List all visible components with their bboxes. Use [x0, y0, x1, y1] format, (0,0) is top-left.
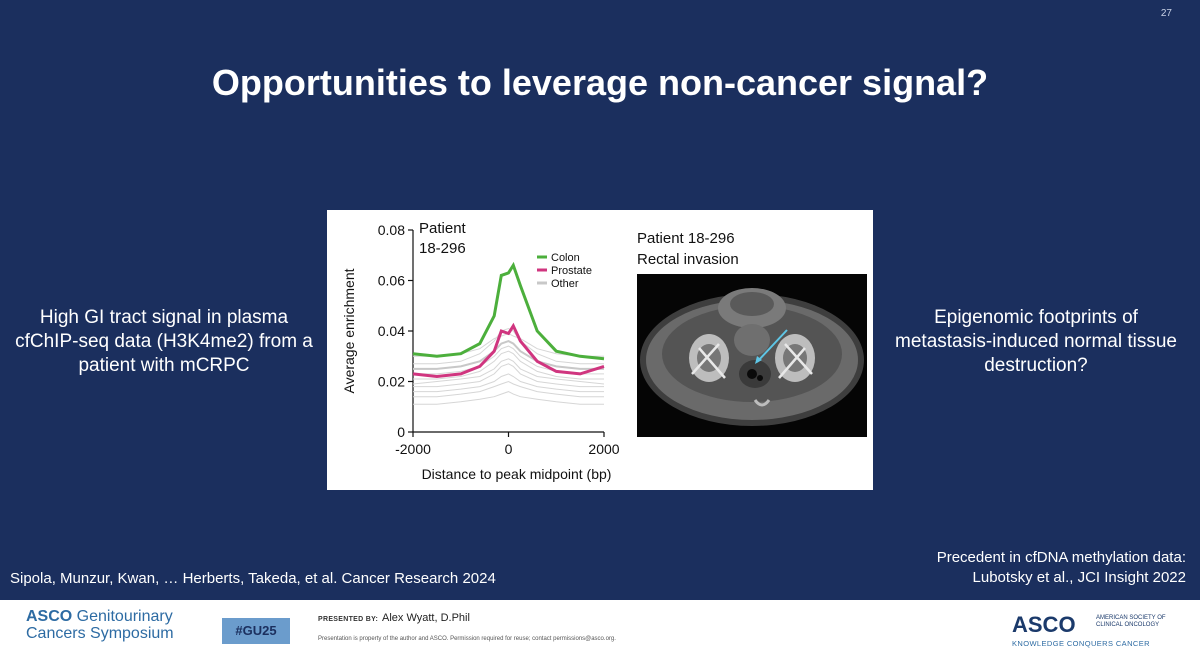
- symposium-logo: ASCO Genitourinary Cancers Symposium: [26, 608, 174, 642]
- other-profile-line: [413, 350, 604, 380]
- legend-label-other: Other: [551, 278, 579, 290]
- citation-left: Sipola, Munzur, Kwan, … Herberts, Takeda…: [10, 570, 496, 587]
- slide: 27 Opportunities to leverage non-cancer …: [10, 8, 1186, 588]
- legend-label-colon: Colon: [551, 252, 580, 264]
- other-profile-line: [413, 327, 604, 365]
- series-line-colon: [412, 261, 605, 361]
- series-line-prostate: [412, 322, 605, 379]
- footer-bar: ASCO Genitourinary Cancers Symposium #GU…: [0, 600, 1200, 662]
- presented-by-label: PRESENTED BY:: [318, 616, 379, 623]
- x-tick-label: 2000: [588, 441, 619, 457]
- other-profile-line: [412, 358, 605, 385]
- y-tick-label: 0.02: [378, 374, 405, 390]
- x-tick-label: 0: [505, 441, 513, 457]
- x-axis-label: Distance to peak midpoint (bp): [422, 466, 612, 482]
- other-profile-line: [413, 363, 604, 388]
- ct-caption: Patient 18-296 Rectal invasion: [637, 228, 739, 270]
- asco-logo-word: ASCO: [1012, 612, 1076, 637]
- disclaimer: Presentation is property of the author a…: [318, 636, 616, 642]
- y-tick-label: 0.08: [378, 222, 405, 238]
- right-description: Epigenomic footprints of metastasis-indu…: [895, 307, 1177, 376]
- slide-title: Opportunities to leverage non-cancer sig…: [211, 62, 989, 103]
- other-profile-line: [413, 380, 604, 398]
- hashtag-badge: #GU25: [222, 618, 290, 644]
- asco-tagline: KNOWLEDGE CONQUERS CANCER: [1012, 639, 1150, 648]
- chart-annotation-line2: 18-296: [419, 240, 466, 257]
- symposium-asco: ASCO: [26, 608, 73, 625]
- other-profile-line: [413, 345, 604, 375]
- y-axis-label: Average enrichment: [341, 268, 357, 393]
- series-line-other: [413, 340, 604, 370]
- other-profile-line: [413, 332, 604, 357]
- symposium-line1: Genitourinary: [72, 608, 173, 625]
- other-profile-line: [413, 373, 604, 393]
- page-number: 27: [1160, 8, 1172, 19]
- presenter-name: Alex Wyatt, D.Phil: [382, 612, 470, 624]
- citation-right-line2: Lubotsky et al., JCI Insight 2022: [972, 569, 1186, 586]
- ct-scan-image: [637, 274, 867, 437]
- x-tick-label: -2000: [395, 441, 431, 457]
- ct-caption-patient: Patient 18-296: [637, 230, 735, 247]
- citation-right-line1: Precedent in cfDNA methylation data:: [936, 549, 1186, 566]
- chart-annotation-line1: Patient: [419, 220, 467, 237]
- other-profile-line: [413, 391, 604, 405]
- ct-caption-finding: Rectal invasion: [637, 251, 739, 268]
- figure-panel: 0 0.02 0.04 0.06 0.08 -2000 0 2000 Distance to p…: [327, 210, 873, 490]
- symposium-line2: Cancers Symposium: [26, 625, 174, 642]
- y-tick-label: 0.06: [378, 273, 405, 289]
- citation-right: Precedent in cfDNA methylation data: Lub…: [937, 548, 1186, 588]
- y-tick-label: 0.04: [378, 323, 405, 339]
- y-tick-label: 0: [397, 424, 405, 440]
- left-description: High GI tract signal in plasma cfChIP-se…: [15, 307, 313, 376]
- legend-label-prostate: Prostate: [551, 265, 592, 277]
- asco-society-name: AMERICAN SOCIETY OF CLINICAL ONCOLOGY: [1096, 615, 1166, 628]
